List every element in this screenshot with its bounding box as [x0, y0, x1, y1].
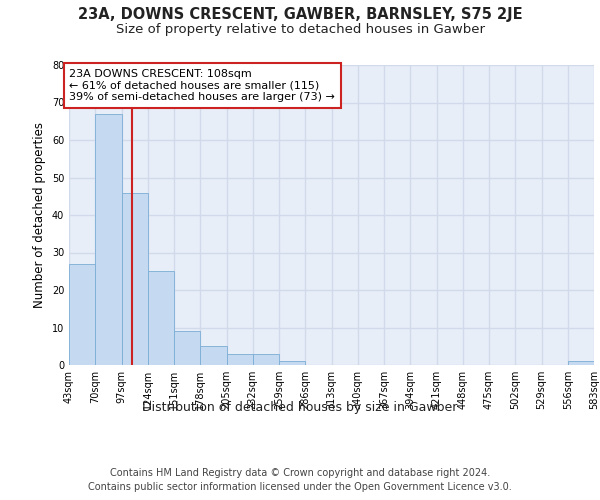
Text: Size of property relative to detached houses in Gawber: Size of property relative to detached ho… — [115, 22, 485, 36]
Text: Contains HM Land Registry data © Crown copyright and database right 2024.
Contai: Contains HM Land Registry data © Crown c… — [88, 468, 512, 492]
Bar — [69, 264, 95, 365]
Y-axis label: Number of detached properties: Number of detached properties — [33, 122, 46, 308]
Text: 23A, DOWNS CRESCENT, GAWBER, BARNSLEY, S75 2JE: 23A, DOWNS CRESCENT, GAWBER, BARNSLEY, S… — [77, 8, 523, 22]
Text: Distribution of detached houses by size in Gawber: Distribution of detached houses by size … — [142, 401, 458, 414]
Bar — [148, 271, 174, 365]
Bar — [200, 346, 227, 365]
Bar — [95, 114, 121, 365]
Bar — [279, 361, 305, 365]
Bar — [227, 354, 253, 365]
Bar — [253, 354, 279, 365]
Text: 23A DOWNS CRESCENT: 108sqm
← 61% of detached houses are smaller (115)
39% of sem: 23A DOWNS CRESCENT: 108sqm ← 61% of deta… — [70, 68, 335, 102]
Bar — [121, 192, 148, 365]
Bar — [568, 361, 594, 365]
Bar — [174, 331, 200, 365]
